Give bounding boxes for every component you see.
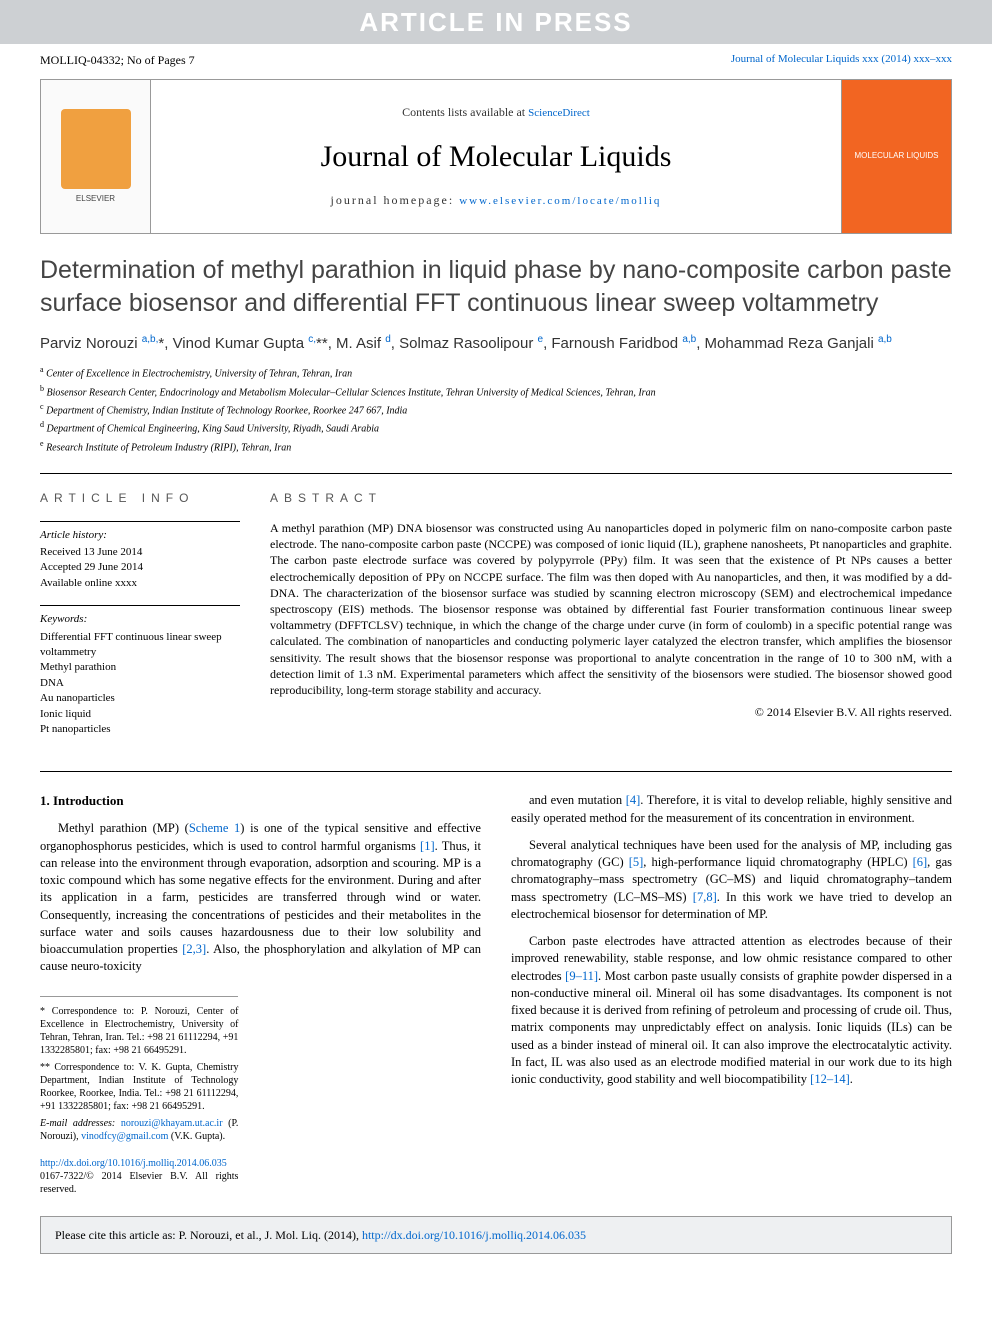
keyword-line: Methyl parathion xyxy=(40,660,240,675)
header-row: MOLLIQ-04332; No of Pages 7 Journal of M… xyxy=(0,44,992,73)
email-label: E-mail addresses: xyxy=(40,1118,121,1129)
homepage-line: journal homepage: www.elsevier.com/locat… xyxy=(331,192,662,209)
journal-title: Journal of Molecular Liquids xyxy=(321,136,672,178)
history-line: Available online xxxx xyxy=(40,576,240,591)
sciencedirect-link[interactable]: ScienceDirect xyxy=(528,107,590,119)
email-footnote: E-mail addresses: norouzi@khayam.ut.ac.i… xyxy=(40,1117,238,1143)
homepage-link[interactable]: www.elsevier.com/locate/molliq xyxy=(459,195,661,207)
footnotes-block: * Correspondence to: P. Norouzi, Center … xyxy=(40,996,238,1196)
article-info-column: article info Article history: Received 1… xyxy=(40,490,240,751)
article-history-block: Article history: Received 13 June 2014Ac… xyxy=(40,521,240,592)
abstract-copyright: © 2014 Elsevier B.V. All rights reserved… xyxy=(270,704,952,720)
email-1-link[interactable]: norouzi@khayam.ut.ac.ir xyxy=(121,1118,223,1129)
para4-end: . xyxy=(850,1072,853,1086)
affiliation-line: e Research Institute of Petroleum Indust… xyxy=(40,438,952,455)
intro-para-2: and even mutation [4]. Therefore, it is … xyxy=(511,792,952,827)
article-title: Determination of methyl parathion in liq… xyxy=(40,254,952,319)
ref-7-8-link[interactable]: [7,8] xyxy=(693,890,717,904)
ref-2-3-link[interactable]: [2,3] xyxy=(182,942,206,956)
doi-block: http://dx.doi.org/10.1016/j.molliq.2014.… xyxy=(40,1157,238,1196)
article-in-press-banner: ARTICLE IN PRESS xyxy=(0,0,992,44)
history-line: Accepted 29 June 2014 xyxy=(40,560,240,575)
intro-para-3: Several analytical techniques have been … xyxy=(511,837,952,923)
issn-line: 0167-7322/© 2014 Elsevier B.V. All right… xyxy=(40,1171,238,1195)
article-info-heading: article info xyxy=(40,490,240,507)
keyword-line: Ionic liquid xyxy=(40,707,240,722)
authors-line: Parviz Norouzi a,b,*, Vinod Kumar Gupta … xyxy=(40,333,952,354)
affiliation-line: c Department of Chemistry, Indian Instit… xyxy=(40,401,952,418)
ref-12-14-link[interactable]: [12–14] xyxy=(810,1072,850,1086)
elsevier-logo: ELSEVIER xyxy=(61,109,131,204)
introduction-heading: 1. Introduction xyxy=(40,792,481,810)
keyword-line: Au nanoparticles xyxy=(40,691,240,706)
ref-6-link[interactable]: [6] xyxy=(913,855,928,869)
history-title: Article history: xyxy=(40,528,240,543)
para1-pre: Methyl parathion (MP) ( xyxy=(58,821,189,835)
abstract-column: abstract A methyl parathion (MP) DNA bio… xyxy=(270,490,952,751)
para1-post: . Thus, it can release into the environm… xyxy=(40,839,481,957)
publisher-logo-cell: ELSEVIER xyxy=(41,80,151,233)
ref-1-link[interactable]: [1] xyxy=(420,839,435,853)
affiliation-line: b Biosensor Research Center, Endocrinolo… xyxy=(40,383,952,400)
section-divider xyxy=(40,771,952,772)
elsevier-tree-icon xyxy=(61,109,131,189)
corr-footnote-1: * Correspondence to: P. Norouzi, Center … xyxy=(40,1005,238,1057)
journal-banner: ELSEVIER Contents lists available at Sci… xyxy=(40,79,952,234)
journal-cover: MOLECULAR LIQUIDS xyxy=(841,80,951,233)
intro-para-1: Methyl parathion (MP) (Scheme 1) is one … xyxy=(40,820,481,975)
email-2-link[interactable]: vinodfcy@gmail.com xyxy=(81,1131,168,1142)
article-id: MOLLIQ-04332; No of Pages 7 xyxy=(40,52,195,69)
homepage-pre: journal homepage: xyxy=(331,193,460,207)
cite-box-pre: Please cite this article as: P. Norouzi,… xyxy=(55,1228,362,1242)
keyword-line: DNA xyxy=(40,676,240,691)
cover-text: MOLECULAR LIQUIDS xyxy=(854,152,938,161)
para4-mid: . Most carbon paste usually consists of … xyxy=(511,969,952,1087)
body-columns: 1. Introduction Methyl parathion (MP) (S… xyxy=(40,792,952,1195)
abstract-body: A methyl parathion (MP) DNA biosensor wa… xyxy=(270,520,952,698)
affiliation-line: d Department of Chemical Engineering, Ki… xyxy=(40,419,952,436)
banner-center: Contents lists available at ScienceDirec… xyxy=(151,80,841,233)
keywords-title: Keywords: xyxy=(40,612,240,627)
corr-footnote-2: ** Correspondence to: V. K. Gupta, Chemi… xyxy=(40,1061,238,1113)
intro-para-4: Carbon paste electrodes have attracted a… xyxy=(511,933,952,1088)
ref-9-11-link[interactable]: [9–11] xyxy=(565,969,598,983)
contents-line-pre: Contents lists available at xyxy=(402,105,528,119)
scheme-1-link[interactable]: Scheme 1 xyxy=(189,821,240,835)
ref-4-link[interactable]: [4] xyxy=(626,793,641,807)
citation-line: Journal of Molecular Liquids xxx (2014) … xyxy=(731,52,952,69)
affiliations: a Center of Excellence in Electrochemist… xyxy=(40,364,952,455)
ref-5-link[interactable]: [5] xyxy=(629,855,644,869)
affiliation-line: a Center of Excellence in Electrochemist… xyxy=(40,364,952,381)
history-line: Received 13 June 2014 xyxy=(40,545,240,560)
cite-box-doi-link[interactable]: http://dx.doi.org/10.1016/j.molliq.2014.… xyxy=(362,1228,586,1242)
please-cite-box: Please cite this article as: P. Norouzi,… xyxy=(40,1216,952,1255)
email-2-name: (V.K. Gupta). xyxy=(168,1131,225,1142)
contents-line: Contents lists available at ScienceDirec… xyxy=(402,104,590,121)
doi-link[interactable]: http://dx.doi.org/10.1016/j.molliq.2014.… xyxy=(40,1158,227,1169)
keyword-line: Differential FFT continuous linear sweep… xyxy=(40,630,240,661)
keyword-line: Pt nanoparticles xyxy=(40,722,240,737)
para3-mid1: , high-performance liquid chromatography… xyxy=(643,855,912,869)
publisher-name: ELSEVIER xyxy=(61,193,131,204)
abstract-heading: abstract xyxy=(270,490,952,506)
para2-pre: and even mutation xyxy=(529,793,626,807)
keywords-block: Keywords: Differential FFT continuous li… xyxy=(40,605,240,737)
